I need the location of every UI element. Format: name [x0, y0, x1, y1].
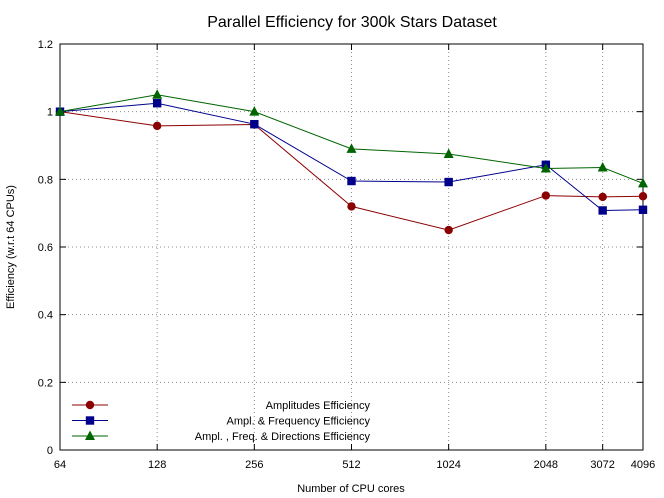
data-point — [444, 177, 453, 187]
legend-marker — [85, 400, 95, 410]
data-point — [443, 148, 454, 158]
x-tick-label: 128 — [148, 459, 166, 471]
legend-label: Amplitudes Efficiency — [266, 400, 371, 412]
data-point — [638, 192, 648, 201]
data-point — [598, 192, 607, 202]
x-tick-label: 256 — [245, 459, 263, 471]
data-point — [249, 106, 260, 116]
y-tick-label: 0 — [47, 445, 53, 457]
series-layer — [55, 89, 648, 235]
data-point — [540, 163, 551, 173]
data-point — [152, 89, 163, 99]
data-point — [152, 121, 162, 131]
x-axis-label: Number of CPU cores — [297, 483, 405, 495]
series-3 — [55, 89, 648, 188]
legend-label: Ampl. & Frequency Efficiency — [227, 416, 371, 428]
data-point — [346, 143, 357, 153]
data-point — [444, 225, 453, 235]
legend-label: Ampl. , Freq. & Directions Efficiency — [195, 431, 371, 443]
y-tick-label: 1.2 — [38, 39, 53, 51]
x-tick-label: 1024 — [436, 459, 460, 471]
y-tick-label: 0.6 — [38, 242, 53, 254]
data-point — [597, 161, 608, 172]
data-point — [638, 205, 648, 214]
data-point — [541, 191, 551, 200]
axes: 64 128 256 512 1024 2048 3072 4096 0 0.2 0.4 0.6 0.8… — [38, 39, 656, 471]
legend-marker — [85, 416, 95, 425]
data-point — [55, 106, 65, 116]
data-point — [347, 176, 356, 186]
data-point — [250, 119, 259, 129]
legend-entry: Ampl. & Frequency Efficiency — [72, 416, 370, 428]
x-tick-label: 2048 — [534, 459, 558, 471]
series-line — [59, 94, 644, 184]
x-tick-label: 3072 — [590, 459, 614, 471]
y-tick-label: 0.4 — [38, 310, 53, 322]
y-tick-label: 0.2 — [38, 377, 53, 389]
x-tick-label: 4096 — [631, 459, 655, 471]
chart-title: Parallel Efficiency for 300k Stars Datas… — [207, 14, 497, 31]
x-tick-label: 512 — [342, 459, 360, 471]
series-1 — [55, 107, 648, 235]
legend-entry: Ampl. , Freq. & Directions Efficiency — [72, 430, 371, 443]
data-point — [638, 177, 648, 188]
series-line — [59, 111, 644, 231]
legend-entry: Amplitudes Efficiency — [72, 400, 370, 412]
grid-lines — [60, 44, 643, 450]
x-tick-label: 64 — [54, 459, 66, 471]
data-point — [347, 202, 356, 211]
legend: Amplitudes Efficiency Ampl. & Frequency E… — [72, 400, 370, 443]
legend-marker — [85, 430, 95, 440]
series-line — [59, 102, 644, 211]
y-tick-label: 0.8 — [38, 174, 53, 186]
y-axis-label: Efficiency (w.r.t 64 CPUs) — [5, 185, 17, 309]
data-point — [152, 99, 162, 108]
data-point — [598, 206, 607, 215]
y-tick-label: 1 — [47, 107, 53, 119]
